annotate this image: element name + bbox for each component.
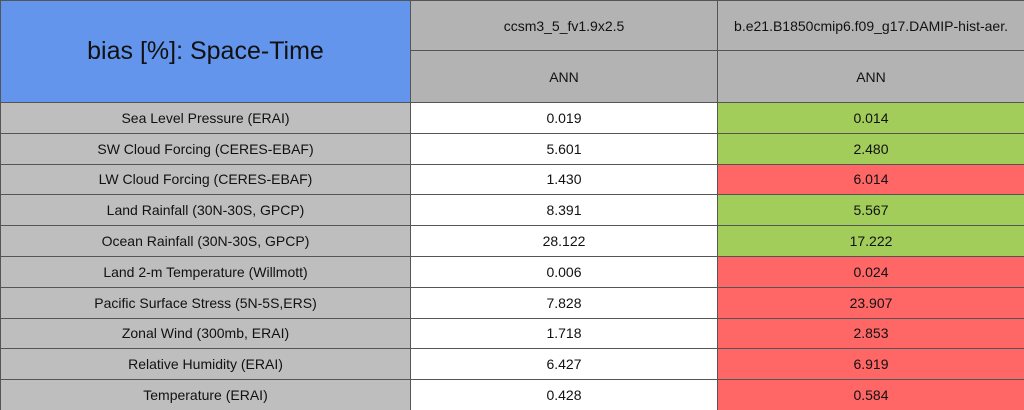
value-cell: 2.853 (717, 317, 1024, 350)
row-label: Ocean Rainfall (30N-30S, GPCP) (0, 225, 411, 257)
row-label: Relative Humidity (ERAI) (0, 348, 411, 381)
column-season: ANN (717, 50, 1024, 103)
value-cell: 0.428 (410, 379, 718, 410)
value-cell: 1.430 (410, 163, 718, 196)
column-case: b.e21.B1850cmip6.f09_g17.DAMIP-hist-aer. (717, 0, 1024, 51)
row-label: Sea Level Pressure (ERAI) (0, 102, 411, 134)
row-label: SW Cloud Forcing (CERES-EBAF) (0, 132, 411, 165)
value-cell: 23.907 (717, 286, 1024, 319)
value-cell: 6.919 (717, 348, 1024, 381)
row-label: Temperature (ERAI) (0, 379, 411, 410)
value-cell: 17.222 (717, 225, 1024, 257)
column-case: ccsm3_5_fv1.9x2.5 (410, 0, 718, 51)
value-cell: 6.427 (410, 348, 718, 381)
row-label: Land Rainfall (30N-30S, GPCP) (0, 194, 411, 227)
value-cell: 5.567 (717, 194, 1024, 227)
value-cell: 2.480 (717, 132, 1024, 165)
value-cell: 0.006 (410, 256, 718, 288)
value-cell: 7.828 (410, 286, 718, 319)
value-cell: 0.019 (410, 102, 718, 134)
row-label: Zonal Wind (300mb, ERAI) (0, 317, 411, 350)
value-cell: 5.601 (410, 132, 718, 165)
value-cell: 1.718 (410, 317, 718, 350)
row-label: LW Cloud Forcing (CERES-EBAF) (0, 163, 411, 196)
table-title: bias [%]: Space-Time (0, 0, 411, 103)
column-season: ANN (410, 50, 718, 103)
value-cell: 28.122 (410, 225, 718, 257)
value-cell: 6.014 (717, 163, 1024, 196)
row-label: Pacific Surface Stress (5N-5S,ERS) (0, 286, 411, 319)
value-cell: 0.024 (717, 256, 1024, 288)
value-cell: 8.391 (410, 194, 718, 227)
value-cell: 0.584 (717, 379, 1024, 410)
value-cell: 0.014 (717, 102, 1024, 134)
row-label: Land 2-m Temperature (Willmott) (0, 256, 411, 288)
